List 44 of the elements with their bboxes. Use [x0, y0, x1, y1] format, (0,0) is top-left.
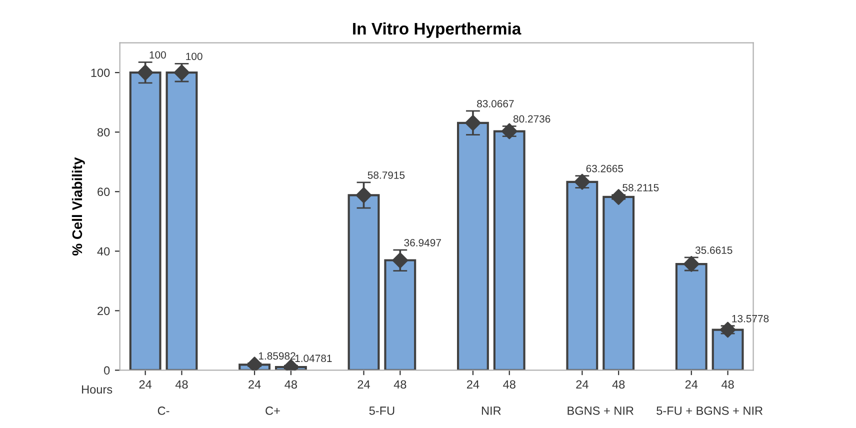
- x-tick-label: 24: [139, 380, 152, 388]
- text: Hours: [82, 385, 112, 394]
- x-tick-label: 48: [284, 380, 297, 389]
- text: 5-FU: [369, 406, 394, 415]
- y-tick-label: 60: [98, 188, 110, 196]
- data-label: 80.2736: [513, 115, 550, 123]
- point: [720, 322, 736, 338]
- data-label: 100: [150, 51, 166, 59]
- data-label: 1.04781: [295, 354, 332, 362]
- x-tick-label: 48: [175, 380, 188, 389]
- x-tick-label: 48: [612, 380, 625, 389]
- data-label: 83.0667: [477, 100, 514, 108]
- x-tick-label: 24: [248, 380, 261, 388]
- data-label: 1.85982: [258, 352, 296, 360]
- y-tick-label: 80: [98, 128, 110, 136]
- data-label: 58.7915: [368, 171, 405, 179]
- point: [464, 114, 481, 131]
- y-tick-label: 100: [91, 68, 110, 77]
- data-label: 13.5778: [732, 314, 769, 322]
- y-tick-label: 20: [98, 306, 110, 316]
- data-label: 100: [186, 52, 202, 60]
- text: BGNS + NIR: [568, 406, 634, 415]
- text: C+: [266, 406, 280, 415]
- y-axis-title: % Cell Viability: [72, 157, 85, 256]
- point: [392, 252, 408, 268]
- x-tick-label: 48: [722, 380, 734, 389]
- x-tick-label: 48: [394, 380, 406, 389]
- data-label: 35.6615: [695, 246, 732, 254]
- text: NIR: [482, 406, 501, 415]
- text: C-: [158, 406, 170, 415]
- x-tick-label: 24: [685, 380, 698, 388]
- data-label: 36.9497: [404, 239, 441, 246]
- text: 5-FU + BGNS + NIR: [656, 406, 763, 415]
- point: [137, 64, 154, 81]
- x-tick-label: 24: [576, 380, 588, 388]
- chart-title: In Vitro Hyperthermia: [353, 22, 522, 38]
- x-tick-label: 24: [358, 380, 370, 388]
- data-label: 63.2665: [586, 164, 624, 172]
- y-tick-label: 0: [104, 366, 110, 375]
- x-tick-label: 24: [466, 380, 480, 388]
- x-tick-label: 48: [503, 380, 516, 389]
- data-label: 58.2115: [622, 184, 659, 192]
- y-tick-label: 40: [97, 247, 110, 256]
- point: [356, 187, 372, 204]
